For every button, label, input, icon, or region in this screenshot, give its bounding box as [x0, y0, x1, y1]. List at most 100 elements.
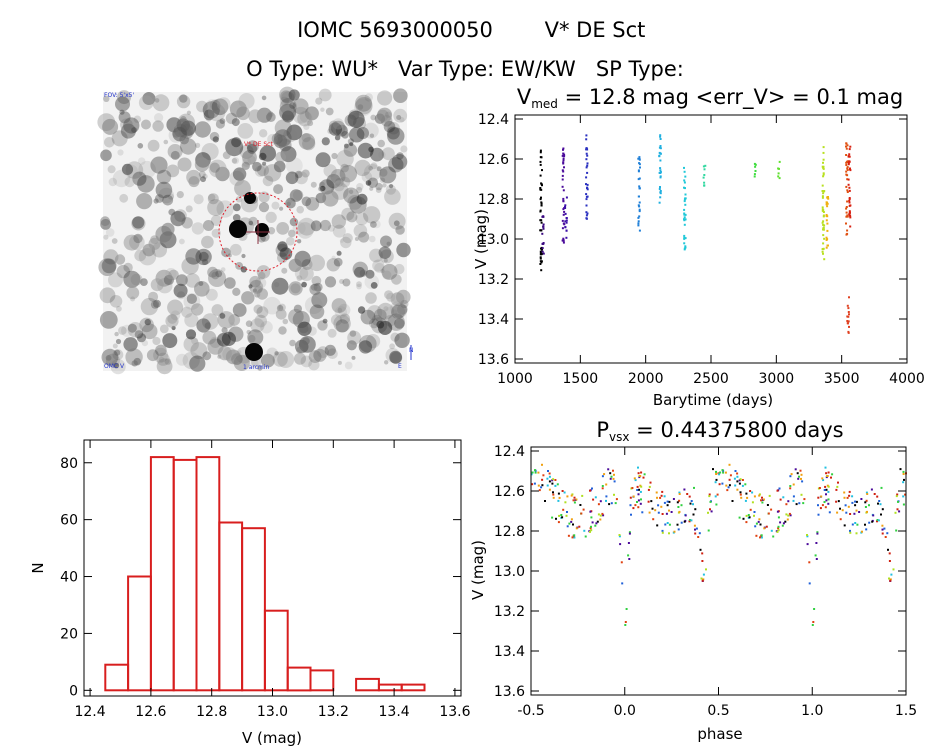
pc-point — [707, 529, 710, 532]
pc-point — [728, 463, 731, 466]
sky-blob — [301, 196, 312, 207]
sky-blob — [219, 313, 226, 319]
sky-blob — [170, 150, 180, 160]
pc-point — [698, 532, 701, 535]
sky-blob — [258, 202, 270, 213]
pc-point — [589, 530, 591, 533]
pc-point — [636, 489, 639, 491]
lc-point — [703, 181, 706, 184]
lc-point — [778, 177, 781, 180]
sky-blob — [247, 155, 256, 165]
sky-blob — [257, 271, 266, 280]
pc-point — [548, 475, 551, 478]
sky-blob — [196, 318, 211, 333]
sky-blob — [183, 336, 199, 352]
pc-point — [619, 543, 622, 546]
pc-point — [546, 484, 549, 487]
lc-point — [562, 213, 565, 216]
lc-point — [540, 252, 543, 255]
pc-point — [642, 476, 645, 479]
lc-point — [658, 201, 661, 204]
lc-point — [822, 161, 824, 164]
pc-point — [827, 485, 830, 488]
pc-point — [823, 501, 826, 503]
pc-point — [661, 490, 664, 493]
lc-point — [848, 213, 851, 216]
sky-blob — [227, 253, 232, 258]
pc-point — [830, 476, 832, 479]
lc-point — [659, 196, 662, 199]
pc-point — [693, 486, 695, 489]
pc-point — [817, 504, 819, 507]
lc-point — [563, 155, 566, 158]
pc-point — [827, 490, 830, 493]
sky-blob — [195, 142, 201, 148]
sky-blob — [132, 216, 145, 229]
x-tick-label: 12.8 — [196, 704, 227, 720]
sky-blob — [364, 93, 373, 102]
pc-point — [638, 476, 641, 479]
sky-blob — [136, 193, 153, 210]
sky-blob — [339, 165, 358, 183]
sky-blob — [334, 135, 341, 141]
lc-point — [846, 200, 849, 203]
sky-blob — [348, 189, 354, 194]
pc-point — [548, 488, 551, 491]
sky-blob — [369, 235, 376, 243]
sky-blob — [203, 109, 215, 121]
pc-point — [753, 495, 756, 498]
pc-point — [599, 500, 602, 503]
pc-point — [817, 496, 820, 499]
sky-blob — [252, 288, 257, 293]
sky-blob — [400, 299, 409, 309]
sky-blob — [248, 284, 253, 289]
east-label: E — [398, 363, 402, 370]
pc-point — [583, 529, 586, 532]
lc-point — [704, 164, 707, 167]
lc-point — [658, 146, 661, 149]
lc-point — [540, 188, 543, 191]
lc-point — [539, 149, 542, 152]
pc-point — [566, 511, 568, 513]
pc-point — [827, 498, 830, 501]
lc-point — [683, 219, 686, 222]
lc-point — [683, 170, 686, 173]
sky-blob — [367, 177, 379, 188]
pc-point — [744, 483, 747, 486]
lc-point — [683, 213, 686, 216]
pc-point — [533, 482, 536, 485]
lc-point — [562, 152, 565, 155]
pc-point — [695, 527, 698, 530]
lc-point — [822, 227, 825, 230]
sky-blob — [153, 299, 161, 308]
sky-blob — [232, 167, 247, 181]
sky-blob — [124, 164, 138, 178]
sky-blob — [384, 360, 389, 365]
pc-point — [579, 504, 582, 506]
pc-point — [628, 532, 631, 535]
lc-point — [539, 257, 542, 260]
pc-point — [866, 493, 869, 495]
sky-blob — [347, 330, 362, 345]
pc-point — [602, 514, 605, 517]
pc-point — [853, 512, 856, 515]
pc-point — [709, 508, 711, 511]
pc-point — [831, 473, 834, 476]
lc-point — [585, 195, 588, 198]
sky-blob — [344, 361, 353, 370]
sky-blob — [170, 211, 186, 227]
lc-point — [540, 219, 543, 222]
lc-point — [659, 176, 662, 179]
pc-point — [854, 522, 857, 524]
lc-point — [637, 220, 640, 223]
pc-point — [590, 516, 593, 519]
lc-point — [845, 215, 848, 218]
sky-blob — [377, 107, 393, 123]
lc-point — [562, 147, 565, 150]
lc-point — [822, 252, 824, 255]
lc-point — [821, 248, 824, 251]
sky-blob — [296, 346, 303, 354]
pc-point — [839, 518, 842, 521]
sky-blob — [127, 323, 137, 333]
pc-point — [666, 504, 669, 507]
